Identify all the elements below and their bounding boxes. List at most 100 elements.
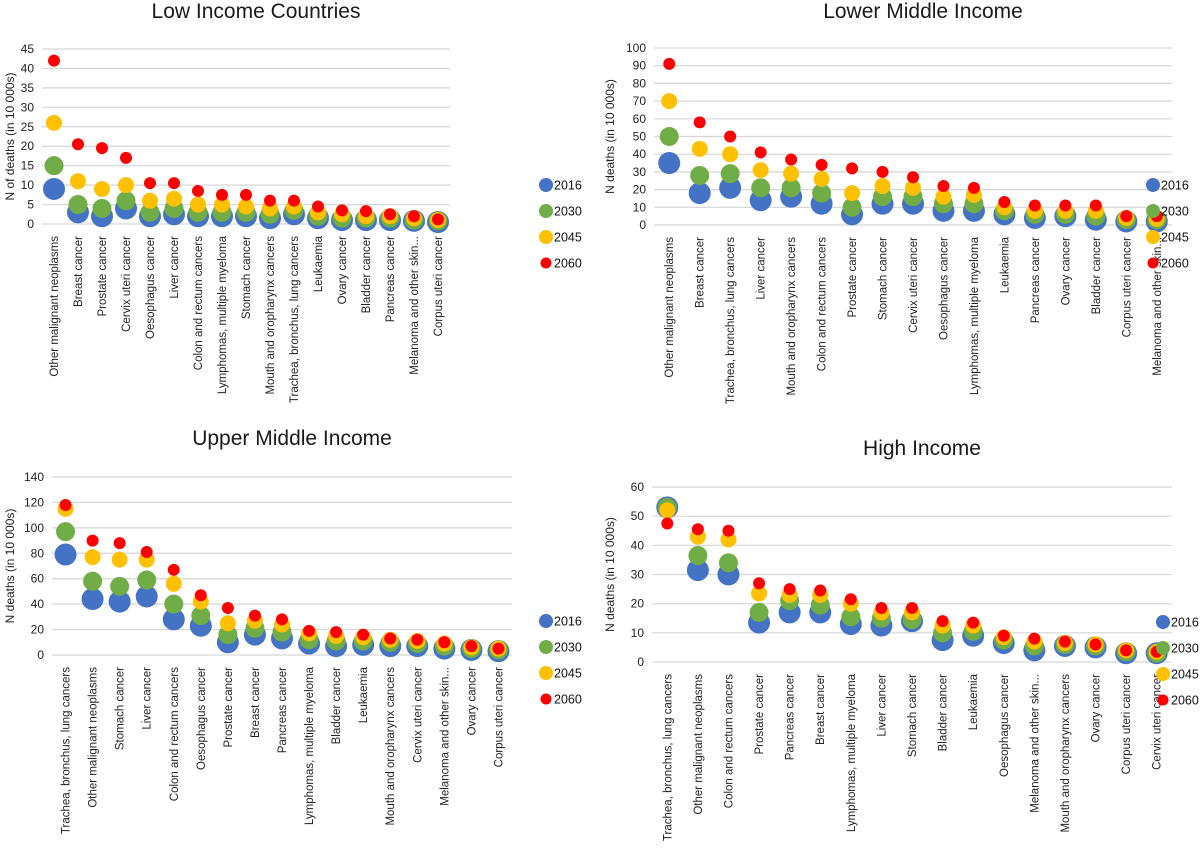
point-2045 bbox=[111, 551, 128, 568]
x-category-label: Pancreas cancer bbox=[785, 674, 797, 760]
x-category-label: Corpus uteri cancer bbox=[1121, 674, 1133, 775]
point-2060 bbox=[264, 194, 276, 207]
legend-marker bbox=[539, 640, 553, 654]
point-2060 bbox=[693, 116, 706, 129]
legend-marker bbox=[1146, 178, 1160, 192]
x-category-label: Melanoma and other skin... bbox=[1029, 674, 1041, 813]
point-2060 bbox=[754, 146, 767, 159]
legend-label: 2030 bbox=[1171, 642, 1199, 656]
x-category-label: Cervix uteri cancer bbox=[412, 667, 424, 763]
x-category-label: Prostate cancer bbox=[223, 667, 235, 748]
point-2060 bbox=[432, 213, 444, 226]
point-2030 bbox=[841, 607, 861, 627]
legend-marker bbox=[1146, 230, 1160, 244]
point-2060 bbox=[248, 609, 261, 622]
legend-item: 2016 bbox=[539, 178, 582, 193]
legend-marker bbox=[1156, 641, 1170, 655]
point-2030 bbox=[749, 602, 769, 622]
data-points bbox=[43, 54, 449, 234]
series-2060 bbox=[59, 498, 505, 655]
point-2016 bbox=[43, 178, 65, 200]
point-2060 bbox=[1089, 199, 1102, 212]
point-2060 bbox=[86, 534, 99, 547]
x-category-label: Ovary cancer bbox=[1091, 674, 1103, 743]
x-category-label: Leukaemia bbox=[968, 673, 980, 730]
y-tick-label: 60 bbox=[631, 480, 645, 494]
point-2030 bbox=[781, 178, 801, 198]
point-2060 bbox=[967, 181, 980, 194]
legend-label: 2060 bbox=[554, 257, 582, 271]
point-2060 bbox=[1120, 210, 1133, 223]
legend-label: 2045 bbox=[554, 667, 582, 681]
point-2060 bbox=[844, 593, 857, 606]
point-2030 bbox=[688, 546, 708, 566]
point-2030 bbox=[110, 576, 130, 596]
chart-svg: Upper Middle Income 0 20 40 60 80 100 120 140 N d… bbox=[3, 427, 582, 834]
x-category-label: Liver cancer bbox=[876, 674, 888, 737]
x-category-label: Oesophagus cancer bbox=[938, 237, 950, 340]
point-2016 bbox=[658, 152, 681, 175]
point-2016 bbox=[135, 585, 158, 608]
chart-high-income: High Income 0 10 20 30 40 50 60 N deaths (in 10 … bbox=[600, 425, 1200, 850]
point-2060 bbox=[936, 615, 949, 628]
chart-title: Lower Middle Income bbox=[823, 0, 1023, 23]
point-2030 bbox=[83, 571, 103, 591]
legend-marker bbox=[539, 666, 553, 680]
legend-item: 2016 bbox=[1146, 178, 1189, 193]
point-2060 bbox=[783, 583, 796, 596]
chart-lower-middle-income: Lower Middle Income 0 10 20 30 40 50 60 70 80 90 10… bbox=[600, 0, 1200, 425]
point-2060 bbox=[1089, 638, 1102, 651]
chart-svg: Lower Middle Income010203040506070809010… bbox=[603, 0, 1189, 404]
y-tick-label: 60 bbox=[633, 112, 647, 126]
x-category-label: Pancreas cancer bbox=[277, 667, 289, 753]
point-2030 bbox=[718, 553, 738, 573]
x-category-label: Other malignant neoplasms bbox=[88, 667, 100, 808]
point-2045 bbox=[238, 198, 254, 215]
x-category-label: Pancreas cancer bbox=[1030, 237, 1042, 323]
x-category-label: Trachea, bronchus, lung cancers bbox=[662, 674, 674, 841]
x-category-label: Mouth and oropharynx cancers bbox=[1060, 674, 1072, 833]
x-category-label: Other malignant neoplasms bbox=[49, 236, 61, 377]
point-2030 bbox=[56, 522, 76, 542]
x-category-label: Liver cancer bbox=[142, 667, 154, 730]
legend-item: 2045 bbox=[539, 666, 582, 681]
y-tick-label: 10 bbox=[21, 178, 35, 192]
x-category-label: Lymphomas, multiple myeloma bbox=[969, 236, 981, 395]
point-2030 bbox=[137, 570, 157, 590]
point-2045 bbox=[720, 531, 737, 548]
point-2060 bbox=[997, 629, 1010, 642]
point-2030 bbox=[140, 202, 160, 222]
legend: 2016 2030 2045 2060 bbox=[1156, 615, 1199, 708]
point-2060 bbox=[998, 195, 1011, 208]
legend-label: 2016 bbox=[554, 179, 582, 193]
legend-item: 2030 bbox=[1156, 641, 1199, 656]
y-tick-label: 70 bbox=[633, 94, 647, 108]
point-2030 bbox=[842, 197, 862, 217]
x-category-label: Bladder cancer bbox=[331, 667, 343, 745]
y-tick-label: 30 bbox=[21, 100, 35, 114]
point-2060 bbox=[492, 642, 505, 655]
point-2060 bbox=[384, 632, 397, 645]
point-2060 bbox=[276, 613, 288, 626]
x-category-label: Cervix uteri cancer bbox=[121, 236, 133, 332]
point-2060 bbox=[411, 633, 424, 646]
point-2060 bbox=[1059, 199, 1072, 212]
x-category-label: Liver cancer bbox=[756, 237, 768, 300]
x-category-label: Melanoma and other skin... bbox=[1152, 237, 1164, 376]
y-tick-label: 120 bbox=[24, 495, 44, 509]
x-category-label: Melanoma and other skin... bbox=[409, 236, 421, 375]
y-tick-label: 20 bbox=[633, 183, 647, 197]
chart-svg: Low Income Countries 0 5 10 15 20 25 30 35 40 45 N … bbox=[3, 0, 582, 403]
point-2030 bbox=[659, 127, 679, 146]
point-2060 bbox=[336, 204, 348, 217]
legend-marker bbox=[539, 204, 553, 218]
x-category-label: Bladder cancer bbox=[938, 674, 950, 752]
point-2060 bbox=[1058, 635, 1071, 648]
point-2060 bbox=[907, 171, 919, 184]
y-tick-label: 10 bbox=[631, 626, 645, 640]
x-category-label: Other malignant neoplasms bbox=[693, 674, 705, 815]
point-2060 bbox=[384, 208, 396, 221]
point-2030 bbox=[92, 198, 112, 218]
y-tick-label: 10 bbox=[633, 200, 647, 214]
x-category-label: Mouth and oropharynx cancers bbox=[265, 236, 277, 395]
